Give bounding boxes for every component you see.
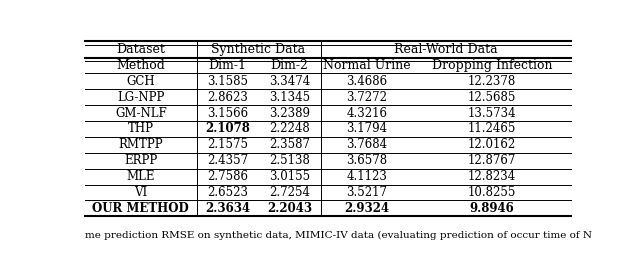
Text: 2.3634: 2.3634 bbox=[205, 202, 250, 215]
Text: VI: VI bbox=[134, 186, 147, 199]
Text: 3.2389: 3.2389 bbox=[269, 106, 310, 120]
Text: 4.3216: 4.3216 bbox=[346, 106, 387, 120]
Text: 4.1123: 4.1123 bbox=[346, 170, 387, 183]
Text: 12.0162: 12.0162 bbox=[468, 138, 516, 151]
Text: Dim-1: Dim-1 bbox=[209, 59, 246, 72]
Text: ERPP: ERPP bbox=[124, 154, 157, 167]
Text: Dataset: Dataset bbox=[116, 43, 165, 56]
Text: LG-NPP: LG-NPP bbox=[117, 91, 164, 104]
Text: 11.2465: 11.2465 bbox=[468, 122, 516, 135]
Text: 3.3474: 3.3474 bbox=[269, 75, 310, 88]
Text: 2.7254: 2.7254 bbox=[269, 186, 310, 199]
Text: 3.7684: 3.7684 bbox=[346, 138, 387, 151]
Text: me prediction RMSE on synthetic data, MIMIC-IV data (evaluating prediction of oc: me prediction RMSE on synthetic data, MI… bbox=[85, 231, 592, 240]
Text: 3.4686: 3.4686 bbox=[346, 75, 387, 88]
Text: Normal Urine: Normal Urine bbox=[323, 59, 411, 72]
Text: 2.1078: 2.1078 bbox=[205, 122, 250, 135]
Text: 3.1345: 3.1345 bbox=[269, 91, 310, 104]
Text: 2.6523: 2.6523 bbox=[207, 186, 248, 199]
Text: 2.9324: 2.9324 bbox=[344, 202, 390, 215]
Text: 2.5138: 2.5138 bbox=[269, 154, 310, 167]
Text: 3.0155: 3.0155 bbox=[269, 170, 310, 183]
Text: Dim-2: Dim-2 bbox=[271, 59, 308, 72]
Text: 10.8255: 10.8255 bbox=[468, 186, 516, 199]
Text: 2.1575: 2.1575 bbox=[207, 138, 248, 151]
Text: 12.5685: 12.5685 bbox=[468, 91, 516, 104]
Text: Dropping Infection: Dropping Infection bbox=[432, 59, 552, 72]
Text: 2.8623: 2.8623 bbox=[207, 91, 248, 104]
Text: 12.8767: 12.8767 bbox=[468, 154, 516, 167]
Text: 3.5217: 3.5217 bbox=[346, 186, 387, 199]
Text: 2.2248: 2.2248 bbox=[269, 122, 310, 135]
Text: Real-World Data: Real-World Data bbox=[394, 43, 498, 56]
Text: MLE: MLE bbox=[127, 170, 155, 183]
Text: 3.6578: 3.6578 bbox=[346, 154, 387, 167]
Text: 3.7272: 3.7272 bbox=[346, 91, 387, 104]
Text: Method: Method bbox=[116, 59, 165, 72]
Text: RMTPP: RMTPP bbox=[118, 138, 163, 151]
Text: 2.4357: 2.4357 bbox=[207, 154, 248, 167]
Text: 12.2378: 12.2378 bbox=[468, 75, 516, 88]
Text: Synthetic Data: Synthetic Data bbox=[211, 43, 306, 56]
Text: 3.1794: 3.1794 bbox=[346, 122, 387, 135]
Text: 3.1566: 3.1566 bbox=[207, 106, 248, 120]
Text: 9.8946: 9.8946 bbox=[470, 202, 515, 215]
Text: 2.3587: 2.3587 bbox=[269, 138, 310, 151]
Text: OUR METHOD: OUR METHOD bbox=[92, 202, 189, 215]
Text: 13.5734: 13.5734 bbox=[468, 106, 516, 120]
Text: 12.8234: 12.8234 bbox=[468, 170, 516, 183]
Text: 2.2043: 2.2043 bbox=[267, 202, 312, 215]
Text: 3.1585: 3.1585 bbox=[207, 75, 248, 88]
Text: GCH: GCH bbox=[127, 75, 155, 88]
Text: GM-NLF: GM-NLF bbox=[115, 106, 166, 120]
Text: THP: THP bbox=[128, 122, 154, 135]
Text: 2.7586: 2.7586 bbox=[207, 170, 248, 183]
